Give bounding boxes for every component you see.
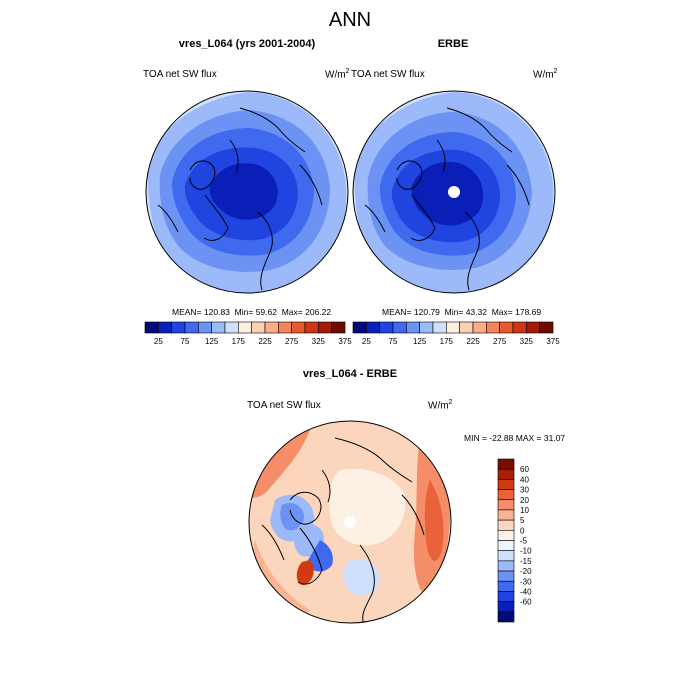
panel-1-colorbar-tick-label: 25 bbox=[154, 337, 163, 346]
diff-colorbar-swatch bbox=[497, 550, 515, 562]
diff-colorbar-tick-label: 10 bbox=[520, 506, 529, 515]
diff-max-value: 31.07 bbox=[543, 433, 566, 443]
diff-variable: TOA net SW flux bbox=[247, 400, 321, 411]
diff-colorbar-tick-label: 0 bbox=[520, 526, 525, 535]
diff-colorbar-tick-label: -20 bbox=[520, 567, 532, 576]
panel-1-max-label: Max= bbox=[281, 307, 303, 317]
diff-units-exp: 2 bbox=[448, 399, 453, 406]
panel-2-colorbar-tick-label: 175 bbox=[440, 337, 454, 346]
diff-colorbar-swatch bbox=[497, 468, 515, 480]
diff-colorbar-tick-label: -30 bbox=[520, 577, 532, 586]
panel-2-mean-value: 120.79 bbox=[413, 307, 440, 317]
diff-colorbar-swatch bbox=[497, 560, 515, 572]
diff-colorbar-swatch bbox=[497, 611, 515, 623]
panel-2-variable: TOA net SW flux bbox=[351, 69, 425, 80]
panel-2-min-value: 43.32 bbox=[465, 307, 487, 317]
diff-colorbar-tick-label: -10 bbox=[520, 547, 532, 556]
diff-colorbar-swatch bbox=[497, 601, 515, 613]
panel-2-colorbar-tick-label: 75 bbox=[389, 337, 398, 346]
panel-2-units-exp: 2 bbox=[553, 68, 558, 75]
panel-2-stats: MEAN= 120.79 Min= 43.32 Max= 178.69 bbox=[382, 307, 541, 317]
panel-1-mean-label: MEAN= bbox=[172, 307, 202, 317]
diff-colorbar-tick-label: 20 bbox=[520, 496, 529, 505]
panel-1-title: vres_L064 (yrs 2001-2004) bbox=[178, 38, 316, 50]
panel-2-colorbar-tick-label: 275 bbox=[493, 337, 507, 346]
main-title: ANN bbox=[328, 9, 372, 31]
panel-1-max-value: 206.22 bbox=[305, 307, 332, 317]
panel-2-max-label: Max= bbox=[491, 307, 513, 317]
panel-1-mean-value: 120.83 bbox=[203, 307, 230, 317]
panel-2-colorbar-tick-label: 25 bbox=[362, 337, 371, 346]
panel-1-units-base: W/m bbox=[325, 69, 346, 81]
panel-1-colorbar-tick-label: 375 bbox=[338, 337, 352, 346]
panel-1-stats: MEAN= 120.83 Min= 59.62 Max= 206.22 bbox=[172, 307, 331, 317]
diff-colorbar-swatch bbox=[497, 580, 515, 592]
diff-colorbar-tick-label: 5 bbox=[520, 516, 525, 525]
panel-1-colorbar-tick-label: 325 bbox=[312, 337, 326, 346]
panel-2-colorbar-tick-label: 225 bbox=[466, 337, 480, 346]
diff-colorbar-tick-label: 30 bbox=[520, 486, 529, 495]
diff-units-base: W/m bbox=[428, 400, 449, 412]
diff-colorbar-tick-label: 60 bbox=[520, 465, 529, 474]
panel-1-variable: TOA net SW flux bbox=[143, 69, 217, 80]
diff-colorbar-swatch bbox=[497, 458, 515, 470]
diff-stats: MIN = -22.88 MAX = 31.07 bbox=[464, 433, 565, 443]
diff-colorbar-swatch bbox=[497, 519, 515, 531]
panel-1-colorbar-tick-label: 175 bbox=[232, 337, 246, 346]
panel-1-colorbar-tick-label: 125 bbox=[205, 337, 219, 346]
diff-max-label: MAX = bbox=[515, 433, 542, 443]
panel-2-units-base: W/m bbox=[533, 69, 554, 81]
diff-colorbar-swatch bbox=[497, 499, 515, 511]
diff-colorbar-swatch bbox=[497, 530, 515, 541]
panel-1-colorbar-tick-label: 275 bbox=[285, 337, 299, 346]
panel-2-colorbar-tick-label: 325 bbox=[520, 337, 534, 346]
panel-2-title: ERBE bbox=[437, 38, 469, 50]
diff-title: vres_L064 - ERBE bbox=[302, 368, 398, 380]
diff-colorbar-swatch bbox=[497, 540, 515, 551]
diff-colorbar-tick-label: -60 bbox=[520, 598, 532, 607]
panel-1-colorbar-tick-label: 225 bbox=[258, 337, 272, 346]
diff-units: W/m2 bbox=[428, 399, 452, 411]
diff-colorbar-tick-label: -40 bbox=[520, 587, 532, 596]
panel-1-min-label: Min= bbox=[234, 307, 254, 317]
panel-2-colorbar-tick-label: 375 bbox=[546, 337, 560, 346]
diff-min-label: MIN = bbox=[464, 433, 487, 443]
panel-2-mean-label: MEAN= bbox=[382, 307, 412, 317]
diff-colorbar-tick-label: -15 bbox=[520, 557, 532, 566]
panel-1-min-value: 59.62 bbox=[255, 307, 277, 317]
diff-colorbar-swatch bbox=[497, 489, 515, 501]
panel-1-colorbar-swatch bbox=[331, 321, 346, 334]
panel-2-max-value: 178.69 bbox=[515, 307, 542, 317]
diff-colorbar-tick-label: -5 bbox=[520, 537, 528, 546]
diff-colorbar-tick-label: 40 bbox=[520, 475, 529, 484]
diff-colorbar-swatch bbox=[497, 479, 515, 490]
panel-2-colorbar-swatch bbox=[539, 321, 554, 334]
diff-colorbar-swatch bbox=[497, 570, 515, 582]
panel-1-units-exp: 2 bbox=[345, 68, 350, 75]
panel-2-units: W/m2 bbox=[533, 68, 557, 80]
panel-1-colorbar-tick-label: 75 bbox=[181, 337, 190, 346]
panel-2-min-label: Min= bbox=[444, 307, 464, 317]
diff-colorbar-swatch bbox=[497, 591, 515, 602]
panel-2-colorbar-tick-label: 125 bbox=[413, 337, 427, 346]
diff-min-value: -22.88 bbox=[489, 433, 514, 443]
diff-colorbar-swatch bbox=[497, 509, 515, 521]
panel-1-units: W/m2 bbox=[325, 68, 349, 80]
